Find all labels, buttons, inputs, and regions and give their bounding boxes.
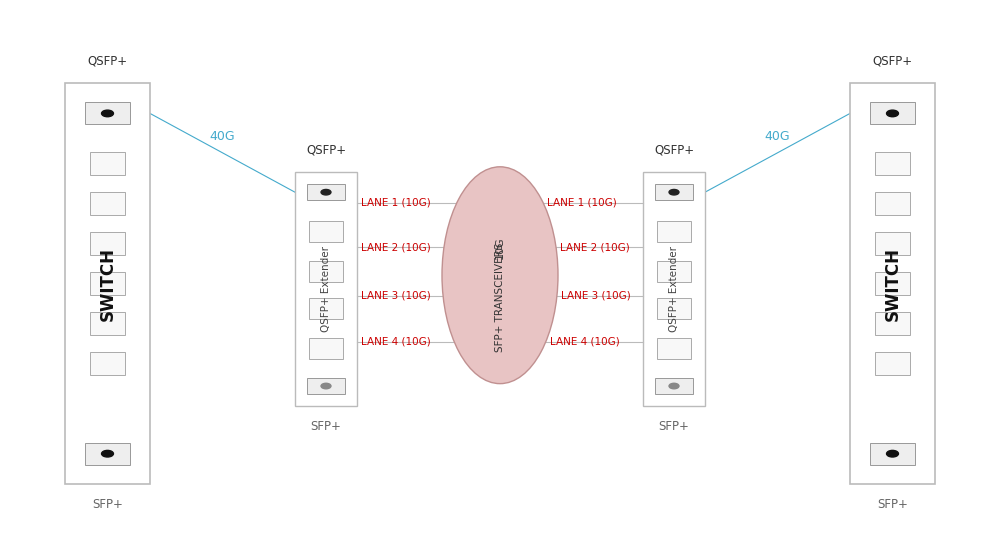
FancyBboxPatch shape — [90, 352, 125, 375]
FancyBboxPatch shape — [875, 192, 910, 215]
Circle shape — [669, 190, 679, 195]
Circle shape — [321, 190, 331, 195]
FancyBboxPatch shape — [870, 443, 915, 465]
FancyBboxPatch shape — [85, 443, 130, 465]
FancyBboxPatch shape — [90, 152, 125, 175]
FancyBboxPatch shape — [643, 172, 705, 406]
Text: LANE 1 (10G): LANE 1 (10G) — [361, 198, 431, 208]
FancyBboxPatch shape — [85, 102, 130, 125]
Text: LANE 2 (10G): LANE 2 (10G) — [361, 242, 431, 252]
FancyBboxPatch shape — [657, 221, 691, 242]
FancyBboxPatch shape — [870, 102, 915, 125]
Text: 40G: 40G — [210, 130, 235, 143]
Text: LANE 3 (10G): LANE 3 (10G) — [361, 291, 431, 301]
Text: 40G: 40G — [765, 130, 790, 143]
FancyBboxPatch shape — [657, 299, 691, 320]
Text: SFP+: SFP+ — [92, 498, 123, 510]
FancyBboxPatch shape — [655, 378, 693, 394]
FancyBboxPatch shape — [90, 192, 125, 215]
Text: SFP+ TRANSCEIVERS: SFP+ TRANSCEIVERS — [495, 243, 505, 352]
Circle shape — [321, 383, 331, 389]
FancyBboxPatch shape — [90, 312, 125, 335]
FancyBboxPatch shape — [309, 299, 343, 320]
Circle shape — [887, 450, 898, 457]
Circle shape — [887, 110, 898, 117]
Text: LANE 1 (10G): LANE 1 (10G) — [547, 198, 617, 208]
Text: QSFP+: QSFP+ — [306, 144, 346, 157]
FancyBboxPatch shape — [875, 312, 910, 335]
FancyBboxPatch shape — [850, 83, 935, 484]
Text: QSFP+: QSFP+ — [87, 55, 128, 68]
Ellipse shape — [442, 167, 558, 384]
Text: QSFP+: QSFP+ — [872, 55, 913, 68]
FancyBboxPatch shape — [655, 184, 693, 200]
FancyBboxPatch shape — [657, 338, 691, 359]
FancyBboxPatch shape — [309, 261, 343, 282]
Text: QSFP+ Extender: QSFP+ Extender — [321, 246, 331, 332]
FancyBboxPatch shape — [65, 83, 150, 484]
Text: QSFP+ Extender: QSFP+ Extender — [669, 246, 679, 332]
FancyBboxPatch shape — [90, 232, 125, 255]
Circle shape — [102, 110, 113, 117]
Text: SFP+: SFP+ — [877, 498, 908, 510]
FancyBboxPatch shape — [875, 272, 910, 295]
FancyBboxPatch shape — [309, 338, 343, 359]
FancyBboxPatch shape — [657, 261, 691, 282]
Text: SFP+: SFP+ — [311, 420, 341, 433]
FancyBboxPatch shape — [309, 221, 343, 242]
Circle shape — [102, 450, 113, 457]
Text: LANE 3 (10G): LANE 3 (10G) — [561, 291, 631, 301]
FancyBboxPatch shape — [875, 152, 910, 175]
Text: LANE 4 (10G): LANE 4 (10G) — [361, 337, 431, 347]
FancyBboxPatch shape — [90, 272, 125, 295]
FancyBboxPatch shape — [307, 378, 345, 394]
Text: SWITCH: SWITCH — [884, 246, 902, 321]
FancyBboxPatch shape — [875, 352, 910, 375]
FancyBboxPatch shape — [307, 184, 345, 200]
Circle shape — [669, 383, 679, 389]
FancyBboxPatch shape — [295, 172, 357, 406]
Text: LANE 4 (10G): LANE 4 (10G) — [550, 337, 619, 347]
FancyBboxPatch shape — [875, 232, 910, 255]
Text: QSFP+: QSFP+ — [654, 144, 694, 157]
Text: SWITCH: SWITCH — [99, 246, 117, 321]
Text: 10G: 10G — [495, 236, 505, 259]
Text: SFP+: SFP+ — [659, 420, 689, 433]
Text: LANE 2 (10G): LANE 2 (10G) — [560, 242, 630, 252]
